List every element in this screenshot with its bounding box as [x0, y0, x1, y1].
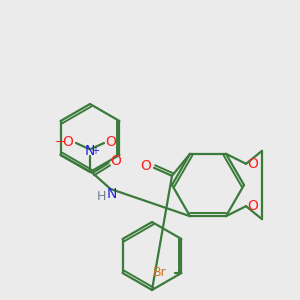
Text: Br: Br	[153, 266, 166, 278]
Text: +: +	[92, 146, 100, 157]
Text: N: N	[106, 187, 117, 201]
Text: −: −	[55, 136, 65, 148]
Text: H: H	[97, 190, 106, 202]
Text: O: O	[248, 157, 258, 171]
Text: O: O	[63, 135, 74, 149]
Text: O: O	[141, 159, 152, 173]
Text: N: N	[85, 144, 95, 158]
Text: O: O	[106, 135, 116, 149]
Text: O: O	[110, 154, 121, 168]
Text: O: O	[248, 199, 258, 213]
